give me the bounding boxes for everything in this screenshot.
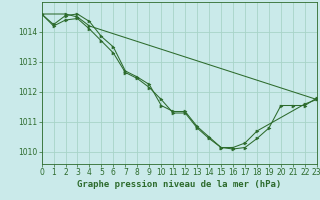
X-axis label: Graphe pression niveau de la mer (hPa): Graphe pression niveau de la mer (hPa) (77, 180, 281, 189)
